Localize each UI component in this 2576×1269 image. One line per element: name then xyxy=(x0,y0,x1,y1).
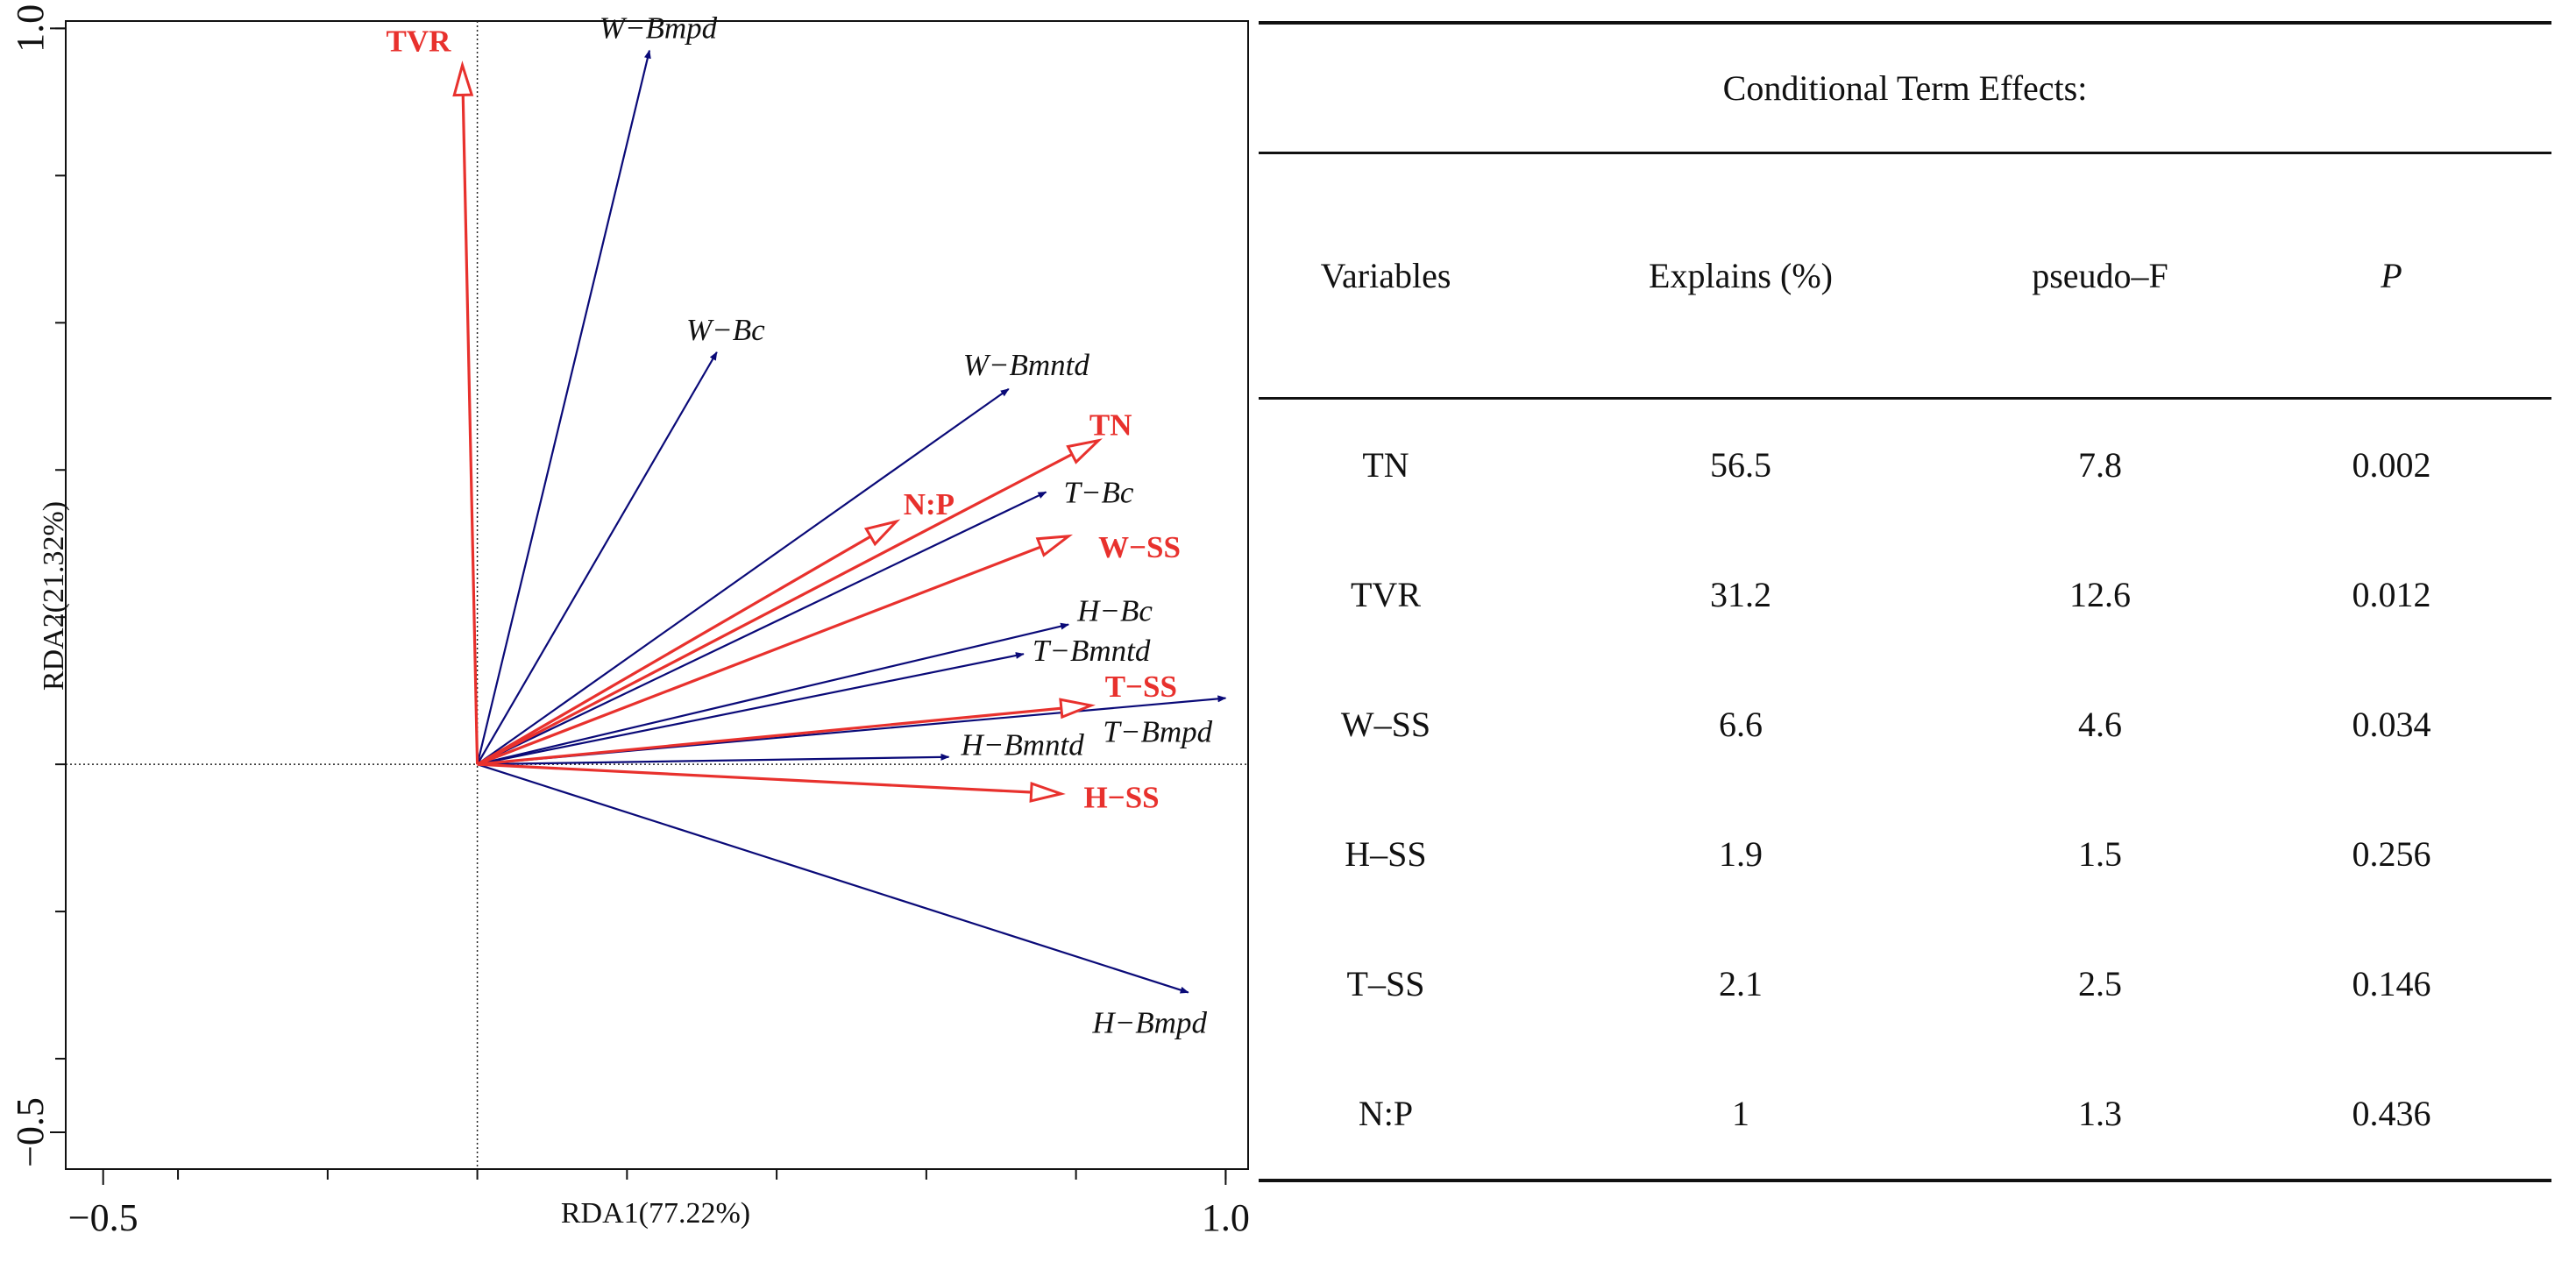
table-cell-p-value: 0.146 xyxy=(2352,963,2431,1003)
explanatory-arrowhead-t-ss xyxy=(1059,698,1096,720)
explanatory-label-n-p: N:P xyxy=(904,487,954,521)
table-cell-variable: TN xyxy=(1362,444,1409,485)
table-cell-pseudo-f: 4.6 xyxy=(2078,704,2122,744)
table-cell-variable: T–SS xyxy=(1346,963,1425,1003)
table-cell-variable: H–SS xyxy=(1345,833,1427,874)
table-cell-variable: W–SS xyxy=(1340,704,1431,744)
table-cell-pseudo-f: 1.5 xyxy=(2078,833,2122,874)
response-arrow-h-bmntd xyxy=(477,753,950,766)
response-label-w-bc: W−Bc xyxy=(686,313,765,347)
table-cell-variable: TVR xyxy=(1351,574,1421,614)
explanatory-arrow-h-ss xyxy=(477,762,1032,794)
explanatory-arrowhead-tvr xyxy=(452,60,474,97)
table-cell-explains: 2.1 xyxy=(1719,963,1763,1003)
response-label-h-bmpd: H−Bmpd xyxy=(1091,1005,1207,1039)
explanatory-label-t-ss: T−SS xyxy=(1105,670,1177,704)
explanatory-arrow-w-ss xyxy=(477,545,1041,766)
explanatory-label-tn: TN xyxy=(1089,408,1132,443)
y-tick-label: −0.5 xyxy=(9,1097,52,1167)
rda-biplot: −0.5 1.0 −0.5 1.0 W−Bmpd W−Bc W−Bmntd T−Bc H−Bc… xyxy=(9,4,1250,1239)
response-arrow-h-bc xyxy=(477,622,1070,766)
table-top-rule xyxy=(1259,21,2551,25)
table-cell-variable: N:P xyxy=(1358,1093,1414,1133)
explanatory-arrow-tn xyxy=(476,452,1073,766)
response-label-t-bc: T−Bc xyxy=(1063,475,1133,509)
explanatory-arrowhead-n-p xyxy=(863,519,901,547)
x-tick-label: 1.0 xyxy=(1202,1196,1250,1239)
explanatory-arrow-n-p xyxy=(476,535,872,766)
response-arrow-w-bc xyxy=(476,351,718,765)
header-p: P xyxy=(2381,256,2402,295)
response-arrow-w-bmpd xyxy=(476,49,651,765)
table-bottom-rule xyxy=(1259,1179,2551,1182)
response-arrow-t-bmntd xyxy=(477,652,1025,766)
table-cell-explains: 56.5 xyxy=(1710,444,1771,485)
table-cell-p-value: 0.002 xyxy=(2352,444,2431,485)
response-label-w-bmpd: W−Bmpd xyxy=(600,11,718,46)
table-cell-explains: 6.6 xyxy=(1719,704,1763,744)
table-cell-explains: 31.2 xyxy=(1710,574,1771,614)
response-label-h-bc: H−Bc xyxy=(1076,594,1153,628)
x-axis-title: RDA1(77.22%) xyxy=(561,1197,750,1230)
table-cell-pseudo-f: 2.5 xyxy=(2078,963,2122,1003)
table-cell-pseudo-f: 7.8 xyxy=(2078,444,2122,485)
x-tick-label: −0.5 xyxy=(68,1196,138,1239)
y-tick-label: 1.0 xyxy=(9,4,52,53)
header-explains: Explains (%) xyxy=(1649,256,1833,295)
response-arrow-t-bc xyxy=(477,491,1047,766)
table-cell-p-value: 0.256 xyxy=(2352,833,2431,874)
explanatory-label-w-ss: W−SS xyxy=(1098,530,1181,564)
table-cell-pseudo-f: 1.3 xyxy=(2078,1093,2122,1133)
header-variables: Variables xyxy=(1320,256,1451,295)
table-cell-explains: 1.9 xyxy=(1719,833,1763,874)
response-label-t-bmntd: T−Bmntd xyxy=(1033,634,1151,668)
table-cell-p-value: 0.012 xyxy=(2352,574,2431,614)
explanatory-label-h-ss: H−SS xyxy=(1084,781,1160,815)
table-header-rule xyxy=(1259,397,2551,400)
response-label-w-bmntd: W−Bmntd xyxy=(963,348,1090,382)
table-cell-pseudo-f: 12.6 xyxy=(2069,574,2131,614)
header-pseudo-f: pseudo–F xyxy=(2032,256,2168,295)
response-label-h-bmntd: H−Bmntd xyxy=(960,728,1084,762)
table-cell-p-value: 0.034 xyxy=(2352,704,2431,744)
table-title: Conditional Term Effects: xyxy=(1722,68,2088,108)
y-axis-title: RDA2(21.32%) xyxy=(38,501,70,691)
table-cell-p-value: 0.436 xyxy=(2352,1093,2431,1133)
explanatory-arrowhead-tn xyxy=(1066,438,1103,464)
plot-frame xyxy=(65,20,1249,1170)
explanatory-label-tvr: TVR xyxy=(387,24,452,58)
response-arrow-w-bmntd xyxy=(476,387,1010,766)
explanatory-arrowhead-w-ss xyxy=(1035,534,1074,557)
response-label-t-bmpd: T−Bmpd xyxy=(1103,715,1212,749)
explanatory-arrow-t-ss xyxy=(477,706,1062,766)
table-title-rule xyxy=(1259,152,2551,154)
explanatory-arrow-tvr xyxy=(461,95,479,765)
explanatory-arrowhead-h-ss xyxy=(1029,781,1066,803)
conditional-term-effects-table: Conditional Term Effects: Variables Expl… xyxy=(1259,0,2551,1269)
response-arrow-h-bmpd xyxy=(477,763,1189,994)
table-cell-explains: 1 xyxy=(1732,1093,1749,1133)
